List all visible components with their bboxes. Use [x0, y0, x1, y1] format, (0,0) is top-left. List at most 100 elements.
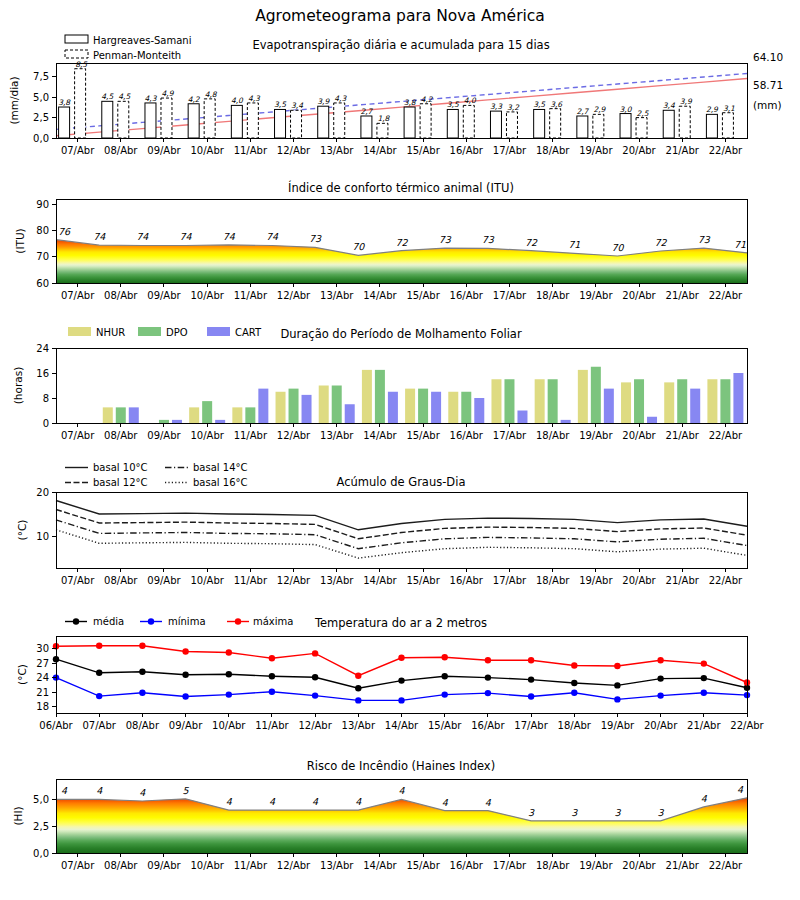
legend-swatch-dpo [138, 327, 161, 336]
x-tick-label: 12/Abr [298, 720, 332, 731]
temp-marker-mínima [485, 690, 491, 696]
legend-swatch-cart [207, 327, 230, 336]
bar-penman [722, 113, 733, 138]
bar-label-hargreaves: 3,3 [490, 102, 503, 111]
legend-swatch-penman [65, 50, 88, 58]
value-label: 3 [571, 807, 578, 818]
temp-marker-média [657, 675, 663, 681]
bar-dpo [548, 379, 558, 423]
bar-dpo [461, 392, 471, 423]
bar-label-penman: 4,0 [464, 96, 477, 105]
bar-nhur [189, 407, 199, 423]
bar-label-hargreaves: 3,8 [58, 98, 71, 107]
x-tick-label: 17/Abr [493, 290, 527, 301]
bar-penman [161, 98, 172, 138]
bar-cart [474, 398, 484, 423]
bar-penman [334, 103, 345, 138]
x-tick-label: 20/Abr [644, 720, 678, 731]
temp-marker-média [614, 682, 620, 688]
bar-dpo [289, 389, 299, 423]
temp-marker-máxima [571, 662, 577, 668]
x-tick-label: 18/Abr [536, 290, 570, 301]
bar-label-penman: 3,1 [723, 104, 735, 113]
value-label: 4 [485, 797, 492, 808]
x-tick-label: 15/Abr [406, 145, 440, 156]
value-label: 73 [482, 234, 495, 245]
x-tick-label: 22/Abr [709, 575, 743, 586]
bar-label-hargreaves: 4,0 [231, 96, 244, 105]
temp-marker-máxima [355, 673, 361, 679]
bar-hargreaves [577, 116, 588, 138]
bar-dpo [504, 379, 514, 423]
value-label: 74 [93, 231, 106, 242]
bar-label-penman: 4,8 [205, 90, 218, 99]
legend-label-cart: CART [235, 327, 262, 338]
x-tick-label: 11/Abr [234, 860, 268, 871]
temp-marker-máxima [528, 657, 534, 663]
temp-marker-mínima [182, 693, 188, 699]
bar-penman [593, 114, 604, 138]
x-tick-label: 15/Abr [406, 860, 440, 871]
x-tick-label: 13/Abr [320, 145, 354, 156]
chart-title-1: Índice de conforto térmico animal (ITU) [288, 180, 514, 195]
temp-marker-máxima [96, 643, 102, 649]
bar-label-penman: 4,3 [334, 94, 347, 103]
bar-cart [258, 389, 268, 423]
bar-nhur [535, 379, 545, 423]
bar-label-hargreaves: 3,5 [447, 100, 460, 109]
x-tick-label: 11/Abr [234, 290, 268, 301]
bar-label-penman: 4,2 [421, 95, 434, 104]
bar-dpo [677, 379, 687, 423]
value-label: 4 [61, 785, 68, 796]
value-label: 70 [352, 241, 365, 252]
temp-line-média [56, 659, 747, 688]
bar-penman [550, 109, 561, 138]
legend-label-mínima: mínima [168, 616, 206, 627]
x-tick-label: 07/Abr [82, 720, 116, 731]
legend-label-dashed: basal 12°C [93, 477, 147, 488]
legend-label-máxima: máxima [253, 616, 293, 627]
legend-swatch-nhur [68, 327, 91, 336]
value-label: 4 [701, 793, 708, 804]
legend-label-penman: Penman-Monteith [93, 50, 181, 61]
value-label: 4 [355, 796, 362, 807]
x-tick-label: 10/Abr [212, 720, 246, 731]
bar-cart [690, 389, 700, 423]
bar-nhur [491, 379, 501, 423]
y-tick-label: 2,5 [33, 821, 49, 832]
bar-dpo [375, 370, 385, 423]
x-tick-label: 06/Abr [39, 720, 73, 731]
y-tick-label: 70 [36, 251, 49, 262]
value-label: 4 [96, 785, 103, 796]
bar-nhur [664, 382, 674, 423]
bar-cart [647, 417, 657, 423]
temp-marker-mínima [269, 689, 275, 695]
temp-marker-máxima [398, 655, 404, 661]
bar-penman [118, 101, 129, 138]
x-tick-label: 17/Abr [514, 720, 548, 731]
x-tick-label: 20/Abr [622, 290, 656, 301]
bar-cart [302, 395, 312, 423]
bar-cart [388, 392, 398, 423]
bar-label-penman: 4,5 [118, 92, 131, 101]
bar-label-penman: 4,3 [248, 94, 261, 103]
bar-label-hargreaves: 3,0 [620, 105, 633, 114]
bar-dpo [634, 379, 644, 423]
temp-marker-mínima [701, 690, 707, 696]
bar-hargreaves [490, 111, 501, 138]
legend-label-solid: basal 10°C [93, 462, 147, 473]
x-tick-label: 16/Abr [471, 720, 505, 731]
x-tick-label: 07/Abr [61, 860, 95, 871]
x-tick-label: 17/Abr [493, 145, 527, 156]
bar-cart [345, 404, 355, 423]
x-tick-label: 08/Abr [126, 720, 160, 731]
bar-label-penman: 4,9 [162, 89, 175, 98]
value-label: 73 [698, 234, 711, 245]
bar-label-hargreaves: 3,5 [533, 100, 546, 109]
bar-hargreaves [706, 114, 717, 138]
bar-dpo [418, 389, 428, 423]
y-tick-label: 90 [36, 199, 49, 210]
x-tick-label: 15/Abr [428, 720, 462, 731]
temp-marker-média [571, 680, 577, 686]
x-tick-label: 21/Abr [687, 720, 721, 731]
